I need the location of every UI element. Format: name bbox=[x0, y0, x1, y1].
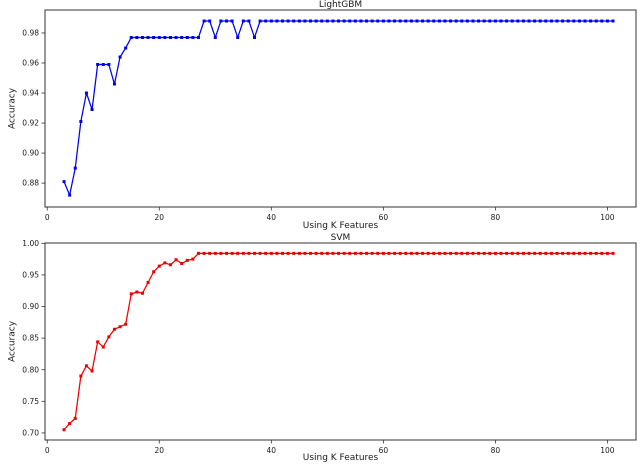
y-axis-label-bottom: Accuracy bbox=[7, 320, 18, 363]
y-tick-label: 0.90 bbox=[22, 149, 39, 158]
y-tick-label: 0.75 bbox=[22, 397, 39, 406]
series-markers bbox=[62, 19, 615, 197]
svm-plot: 0 20 40 60 80 100 0.70 0.75 0.80 0.85 0.90 0.95 1.00 bbox=[22, 239, 637, 455]
x-tick-label: 60 bbox=[379, 213, 389, 222]
y-tick-label: 0.92 bbox=[22, 119, 39, 128]
y-tick-label: 1.00 bbox=[22, 239, 39, 248]
x-axis-label-bottom: Using K Features bbox=[302, 453, 379, 463]
series-line bbox=[63, 20, 614, 196]
series-markers bbox=[62, 251, 615, 432]
x-axis-label-top: Using K Features bbox=[302, 221, 379, 231]
y-tick-label: 0.88 bbox=[22, 179, 39, 188]
plot-border bbox=[44, 9, 637, 208]
lightgbm-plot: 0 20 40 60 80 100 0.88 0.90 0.92 0.94 0.96 0.98 bbox=[22, 9, 637, 222]
y-tick-label: 0.85 bbox=[22, 334, 39, 343]
y-tick-label: 0.80 bbox=[22, 365, 39, 374]
y-axis-label-top: Accuracy bbox=[7, 87, 18, 130]
x-tick-label: 20 bbox=[155, 213, 165, 222]
chart-title-svm: SVM bbox=[330, 233, 351, 243]
x-tick-label: 80 bbox=[491, 213, 501, 222]
x-tick-label: 60 bbox=[379, 446, 389, 455]
y-tick-label: 0.70 bbox=[22, 429, 39, 438]
x-tick-label: 20 bbox=[155, 446, 165, 455]
y-tick-label: 0.94 bbox=[22, 89, 39, 98]
x-tick-label: 40 bbox=[267, 446, 277, 455]
x-tick-label: 0 bbox=[45, 213, 50, 222]
chart-title-lightgbm: LightGBM bbox=[318, 0, 363, 10]
x-tick-label: 100 bbox=[600, 446, 615, 455]
x-tick-label: 100 bbox=[600, 213, 615, 222]
x-tick-label: 0 bbox=[45, 446, 50, 455]
x-tick-label: 40 bbox=[267, 213, 277, 222]
y-tick-label: 0.90 bbox=[22, 302, 39, 311]
y-tick-label: 0.96 bbox=[22, 59, 39, 68]
y-tick-label: 0.95 bbox=[22, 271, 39, 280]
y-tick-label: 0.98 bbox=[22, 29, 39, 38]
x-tick-label: 80 bbox=[491, 446, 501, 455]
series-line bbox=[63, 252, 614, 431]
plot-border bbox=[44, 242, 637, 441]
